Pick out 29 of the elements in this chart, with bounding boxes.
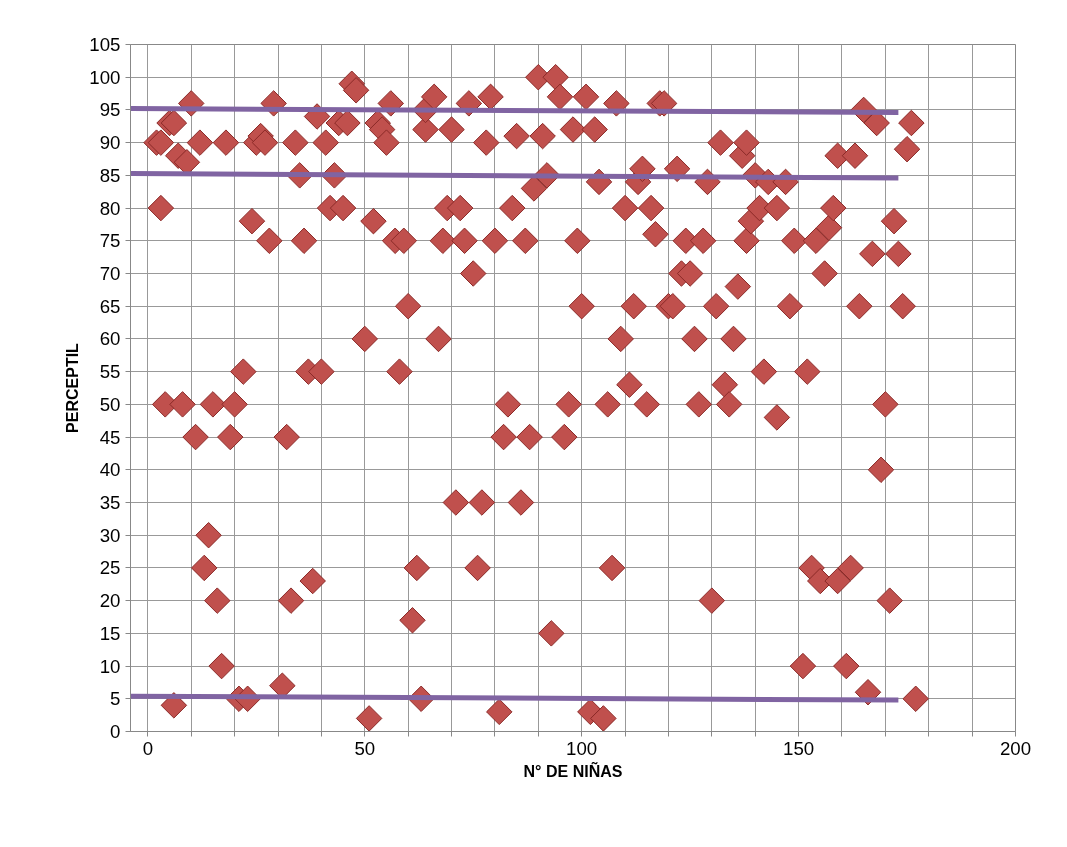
y-tick-label: 30 (99, 524, 121, 546)
x-axis-title: N° DE NIÑAS (523, 760, 623, 780)
y-tick-label: 90 (99, 132, 121, 154)
y-tick-label: 55 (99, 361, 121, 383)
x-tick-label: 0 (142, 737, 154, 759)
y-tick-label: 60 (99, 328, 121, 350)
y-tick-label: 70 (99, 263, 121, 284)
y-tick-label: 65 (99, 295, 121, 317)
y-tick-label: 25 (99, 557, 121, 579)
y-tick-label: 0 (110, 721, 121, 742)
y-tick-label: 40 (99, 459, 121, 481)
x-tick-label: 100 (566, 737, 598, 759)
x-tick-label: 50 (354, 737, 376, 759)
y-tick-label: 15 (99, 622, 121, 644)
y-tick-label: 75 (99, 230, 121, 252)
y-tick-label: 35 (99, 492, 121, 513)
y-tick-label: 50 (99, 393, 121, 415)
x-tick-label: 150 (783, 737, 815, 759)
y-tick-label: 45 (99, 426, 121, 448)
y-tick-label: 10 (99, 655, 121, 677)
y-tick-label: 5 (110, 688, 121, 710)
y-axis-title: PERCEPTIL (64, 342, 82, 433)
y-tick-label: 20 (99, 590, 121, 612)
y-tick-label: 95 (99, 99, 121, 121)
y-tick-label: 100 (89, 66, 121, 88)
x-tick-label: 200 (999, 737, 1032, 759)
y-tick-label: 80 (99, 197, 121, 219)
y-tick-label: 85 (99, 164, 121, 186)
y-tick-label: 105 (89, 34, 121, 55)
